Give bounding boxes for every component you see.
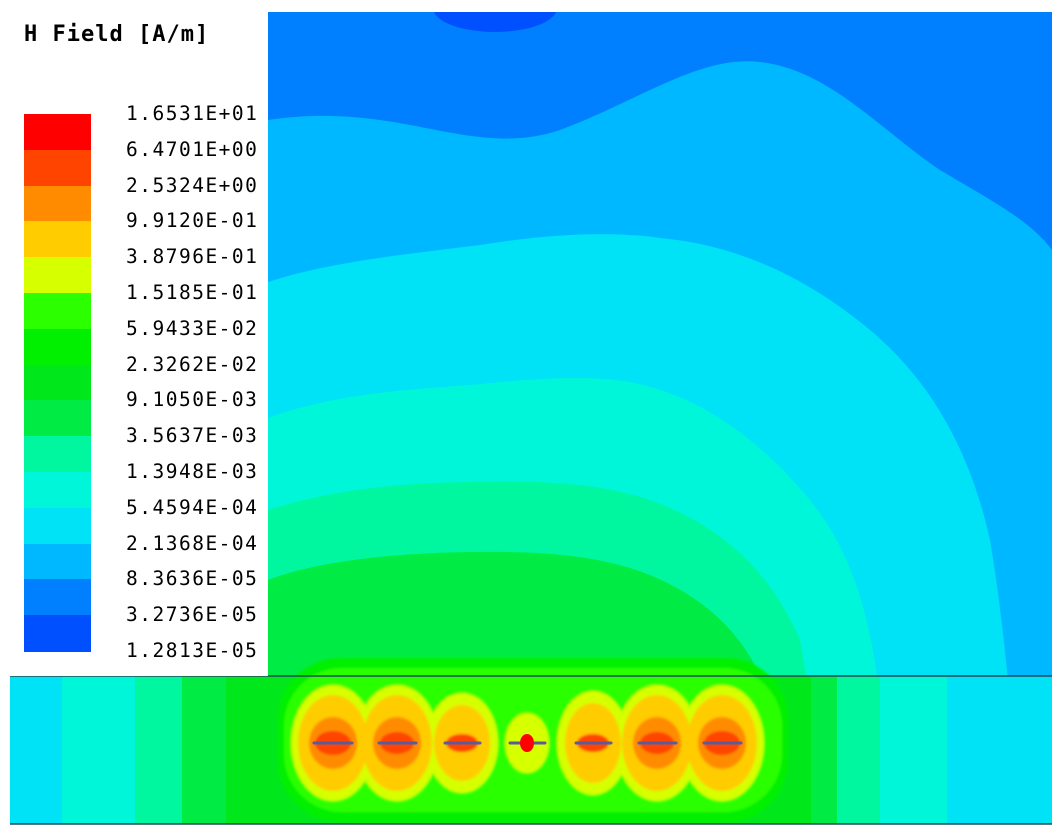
legend-tick-label: 1.3948E-03 <box>126 460 259 483</box>
legend-tick-label: 1.6531E+01 <box>126 102 259 125</box>
legend-tick-label: 3.5637E-03 <box>126 424 259 448</box>
legend-tick-label: 5.4594E-04 <box>126 495 259 519</box>
plot-frame <box>10 675 1052 825</box>
legend-swatch <box>24 293 91 330</box>
legend-tick-label: 5.9433E-02 <box>126 316 259 340</box>
legend-tick-label: 9.9120E-01 <box>126 209 259 233</box>
legend-swatch <box>24 185 91 223</box>
legend-panel: H Field [A/m] 1.6531E+01 6.4701E+00 2.5324… <box>0 0 268 676</box>
legend-tick-label: 2.5324E+00 <box>126 173 259 197</box>
legend-tick-label: 2.3262E-02 <box>126 352 259 376</box>
legend-swatch <box>24 114 91 151</box>
legend-swatch <box>24 543 91 581</box>
legend-swatch <box>24 579 91 617</box>
contour-band-bright-green <box>268 551 761 676</box>
legend-tick-label: 2.1368E-04 <box>126 531 259 555</box>
legend-tick-label: 9.1050E-03 <box>126 388 259 412</box>
legend-tick-label: 3.8796E-01 <box>126 245 259 269</box>
conductor-field-lobes <box>278 658 788 822</box>
legend-tick-label: 8.3636E-05 <box>126 567 259 591</box>
legend-tick-label: 1.5185E-01 <box>126 281 259 304</box>
legend-swatch <box>24 472 91 509</box>
legend-swatch <box>24 221 91 259</box>
legend-swatch <box>24 328 91 366</box>
feed-point <box>520 734 534 752</box>
legend-swatch <box>24 436 91 473</box>
legend-swatch <box>24 615 91 652</box>
legend-title: H Field [A/m] <box>24 22 210 47</box>
contour-band-low-spot <box>433 12 557 32</box>
field-contours-upper <box>268 12 1052 676</box>
legend-swatch <box>24 400 91 438</box>
legend-swatch <box>24 149 91 187</box>
legend-swatch <box>24 257 91 294</box>
legend-tick-label: 6.4701E+00 <box>126 137 259 161</box>
legend-tick-label: 1.2813E-05 <box>126 639 259 662</box>
legend-tick-label: 3.2736E-05 <box>126 603 259 627</box>
legend-swatch <box>24 507 91 545</box>
legend-swatch <box>24 364 91 402</box>
